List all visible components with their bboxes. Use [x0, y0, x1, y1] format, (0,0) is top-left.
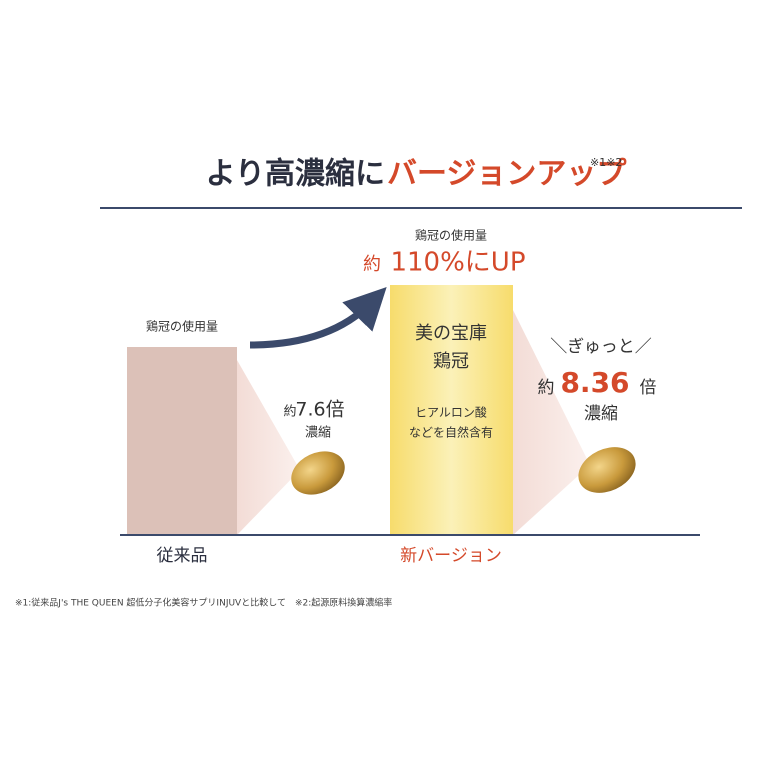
label: 濃縮 — [584, 404, 618, 424]
title-note: ※1※2 — [590, 156, 622, 169]
label: などを自然含有 — [409, 425, 493, 440]
funnel — [513, 310, 590, 535]
label: ＼ぎゅっと／ — [550, 337, 652, 357]
label: 従来品 — [157, 546, 208, 566]
label: 約 — [363, 254, 381, 275]
label: 新バージョン — [400, 546, 502, 566]
label: 鶏冠の使用量 — [415, 228, 487, 243]
funnel — [237, 360, 300, 535]
old-box — [127, 347, 237, 535]
label: 約 — [283, 405, 296, 420]
label: 鶏冠の使用量 — [146, 319, 218, 334]
label: 約 — [538, 378, 555, 398]
title-highlight: バージョンアップ — [387, 157, 627, 192]
label: 美の宝庫 — [415, 323, 487, 344]
new-box — [390, 285, 513, 535]
footnote: ※1:従来品J's THE QUEEN 超低分子化美容サプリINJUVと比較して… — [15, 597, 392, 609]
label: 倍 — [640, 378, 657, 398]
label: 鶏冠 — [433, 351, 469, 372]
arrow — [249, 286, 387, 349]
label: ヒアルロン酸 — [415, 405, 487, 420]
label: 7.6倍 — [295, 399, 344, 421]
capsule — [291, 451, 345, 495]
capsule — [578, 447, 636, 493]
label: 8.36 — [560, 366, 629, 399]
title: より高濃縮に — [206, 157, 385, 192]
label: 濃縮 — [305, 425, 331, 441]
label: 110%にUP — [390, 248, 525, 278]
